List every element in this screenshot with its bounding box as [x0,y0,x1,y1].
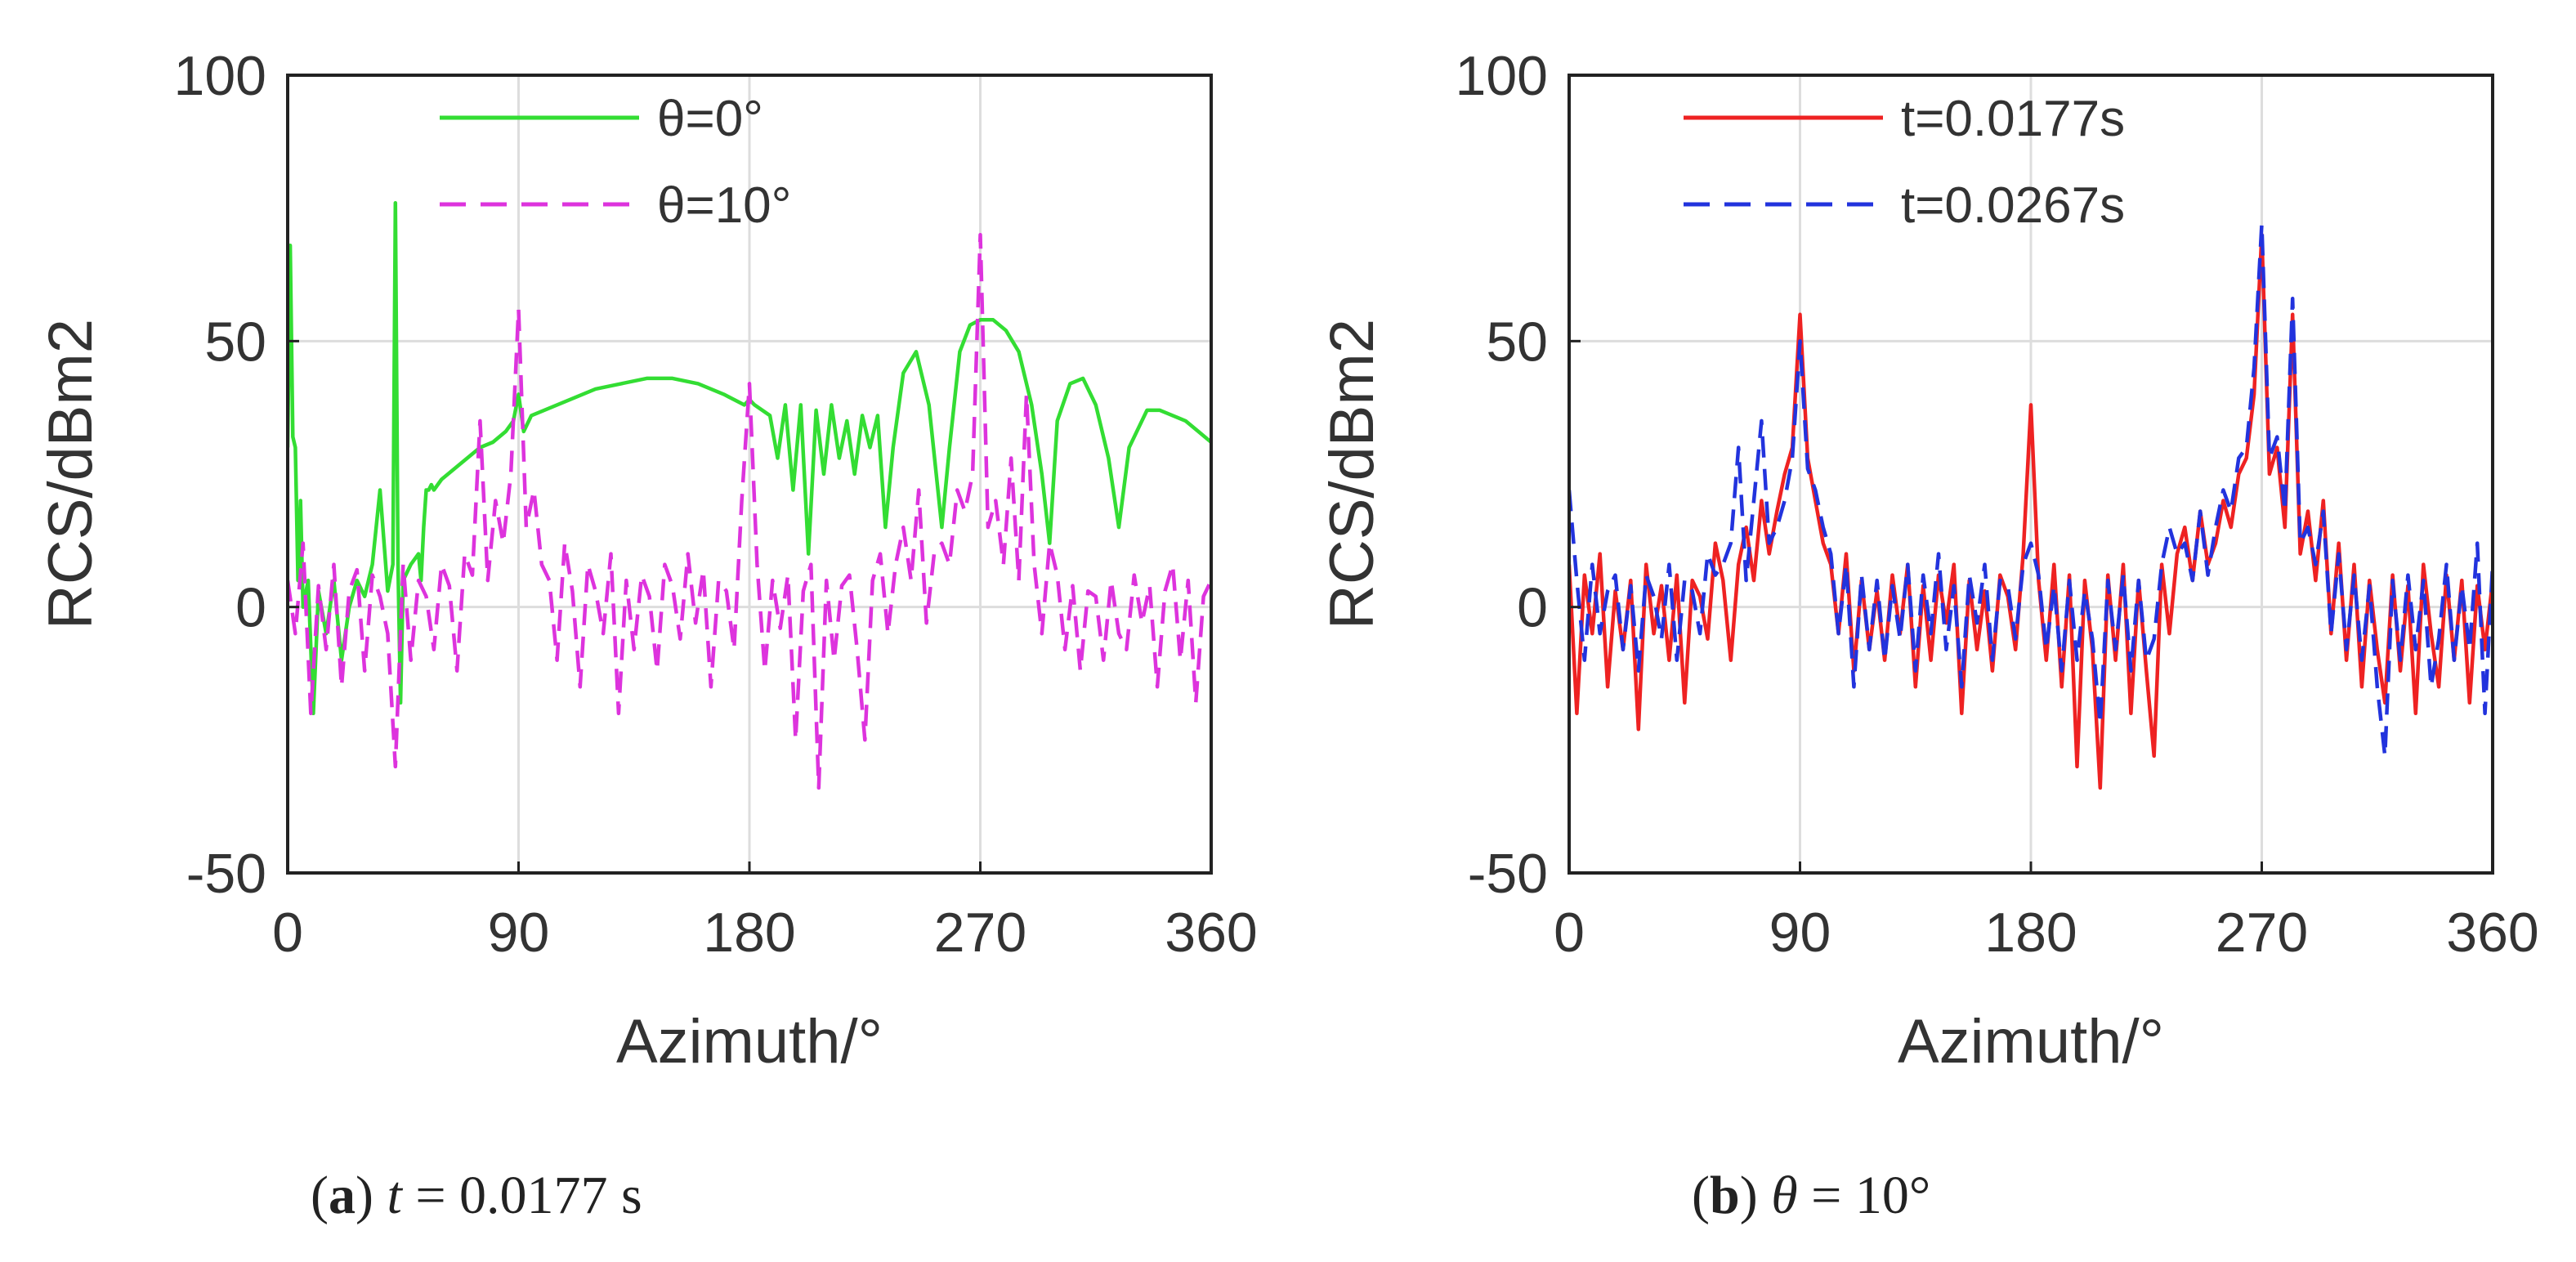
x-tick-label-b-1: 90 [1769,902,1831,964]
legend-label-a-1: θ=10° [657,177,791,234]
caption-var-b: θ [1771,1166,1798,1225]
caption-a: (a) t = 0.0177 s [311,1166,642,1225]
caption-b: (b) θ = 10° [1692,1166,1931,1225]
caption-label-a: a [328,1166,356,1225]
x-axis-label-a: Azimuth/° [616,1007,883,1076]
series-line-b-0 [1569,232,2493,790]
x-tick-label-a-3: 270 [934,902,1026,964]
caption-label-b: b [1709,1166,1740,1225]
x-tick-label-b-3: 270 [2216,902,2308,964]
y-axis-label-b: RCS/dBm2 [1317,319,1387,629]
x-tick-label-b-4: 360 [2446,902,2538,964]
x-tick-label-a-0: 0 [272,902,303,964]
y-axis-label-a: RCS/dBm2 [36,319,105,629]
series-line-a-1 [288,232,1211,790]
legend-label-b-1: t=0.0267s [1901,177,2125,234]
x-tick-label-b-0: 0 [1554,902,1585,964]
x-tick-label-a-2: 180 [703,902,795,964]
y-tick-label-b-3: 100 [1456,45,1548,107]
x-tick-label-a-1: 90 [488,902,550,964]
y-tick-label-a-2: 50 [204,311,266,373]
series-lines-a [288,200,1211,790]
series-lines-b [1569,222,2493,790]
x-axis-label-b: Azimuth/° [1898,1007,2164,1076]
y-tick-label-b-0: -50 [1468,843,1548,905]
y-tick-label-a-0: -50 [186,843,266,905]
y-tick-label-a-1: 0 [235,577,266,639]
legend-a: θ=0° θ=10° [440,91,791,234]
series-line-b-1 [1569,222,2493,759]
caption-rest-a: = 0.0177 s [401,1166,642,1225]
series-line-a-0 [288,200,1211,716]
caption-rest-b: = 10° [1797,1166,1931,1225]
y-tick-label-b-1: 0 [1517,577,1548,639]
x-tick-label-a-4: 360 [1165,902,1257,964]
x-tick-label-b-2: 180 [1984,902,2077,964]
caption-var-a: t [387,1166,402,1225]
y-tick-label-a-3: 100 [174,45,266,107]
legend-label-a-0: θ=0° [657,91,763,147]
legend-label-b-0: t=0.0177s [1901,91,2125,147]
legend-b: t=0.0177s t=0.0267s [1684,91,2125,234]
y-tick-label-b-2: 50 [1486,311,1548,373]
